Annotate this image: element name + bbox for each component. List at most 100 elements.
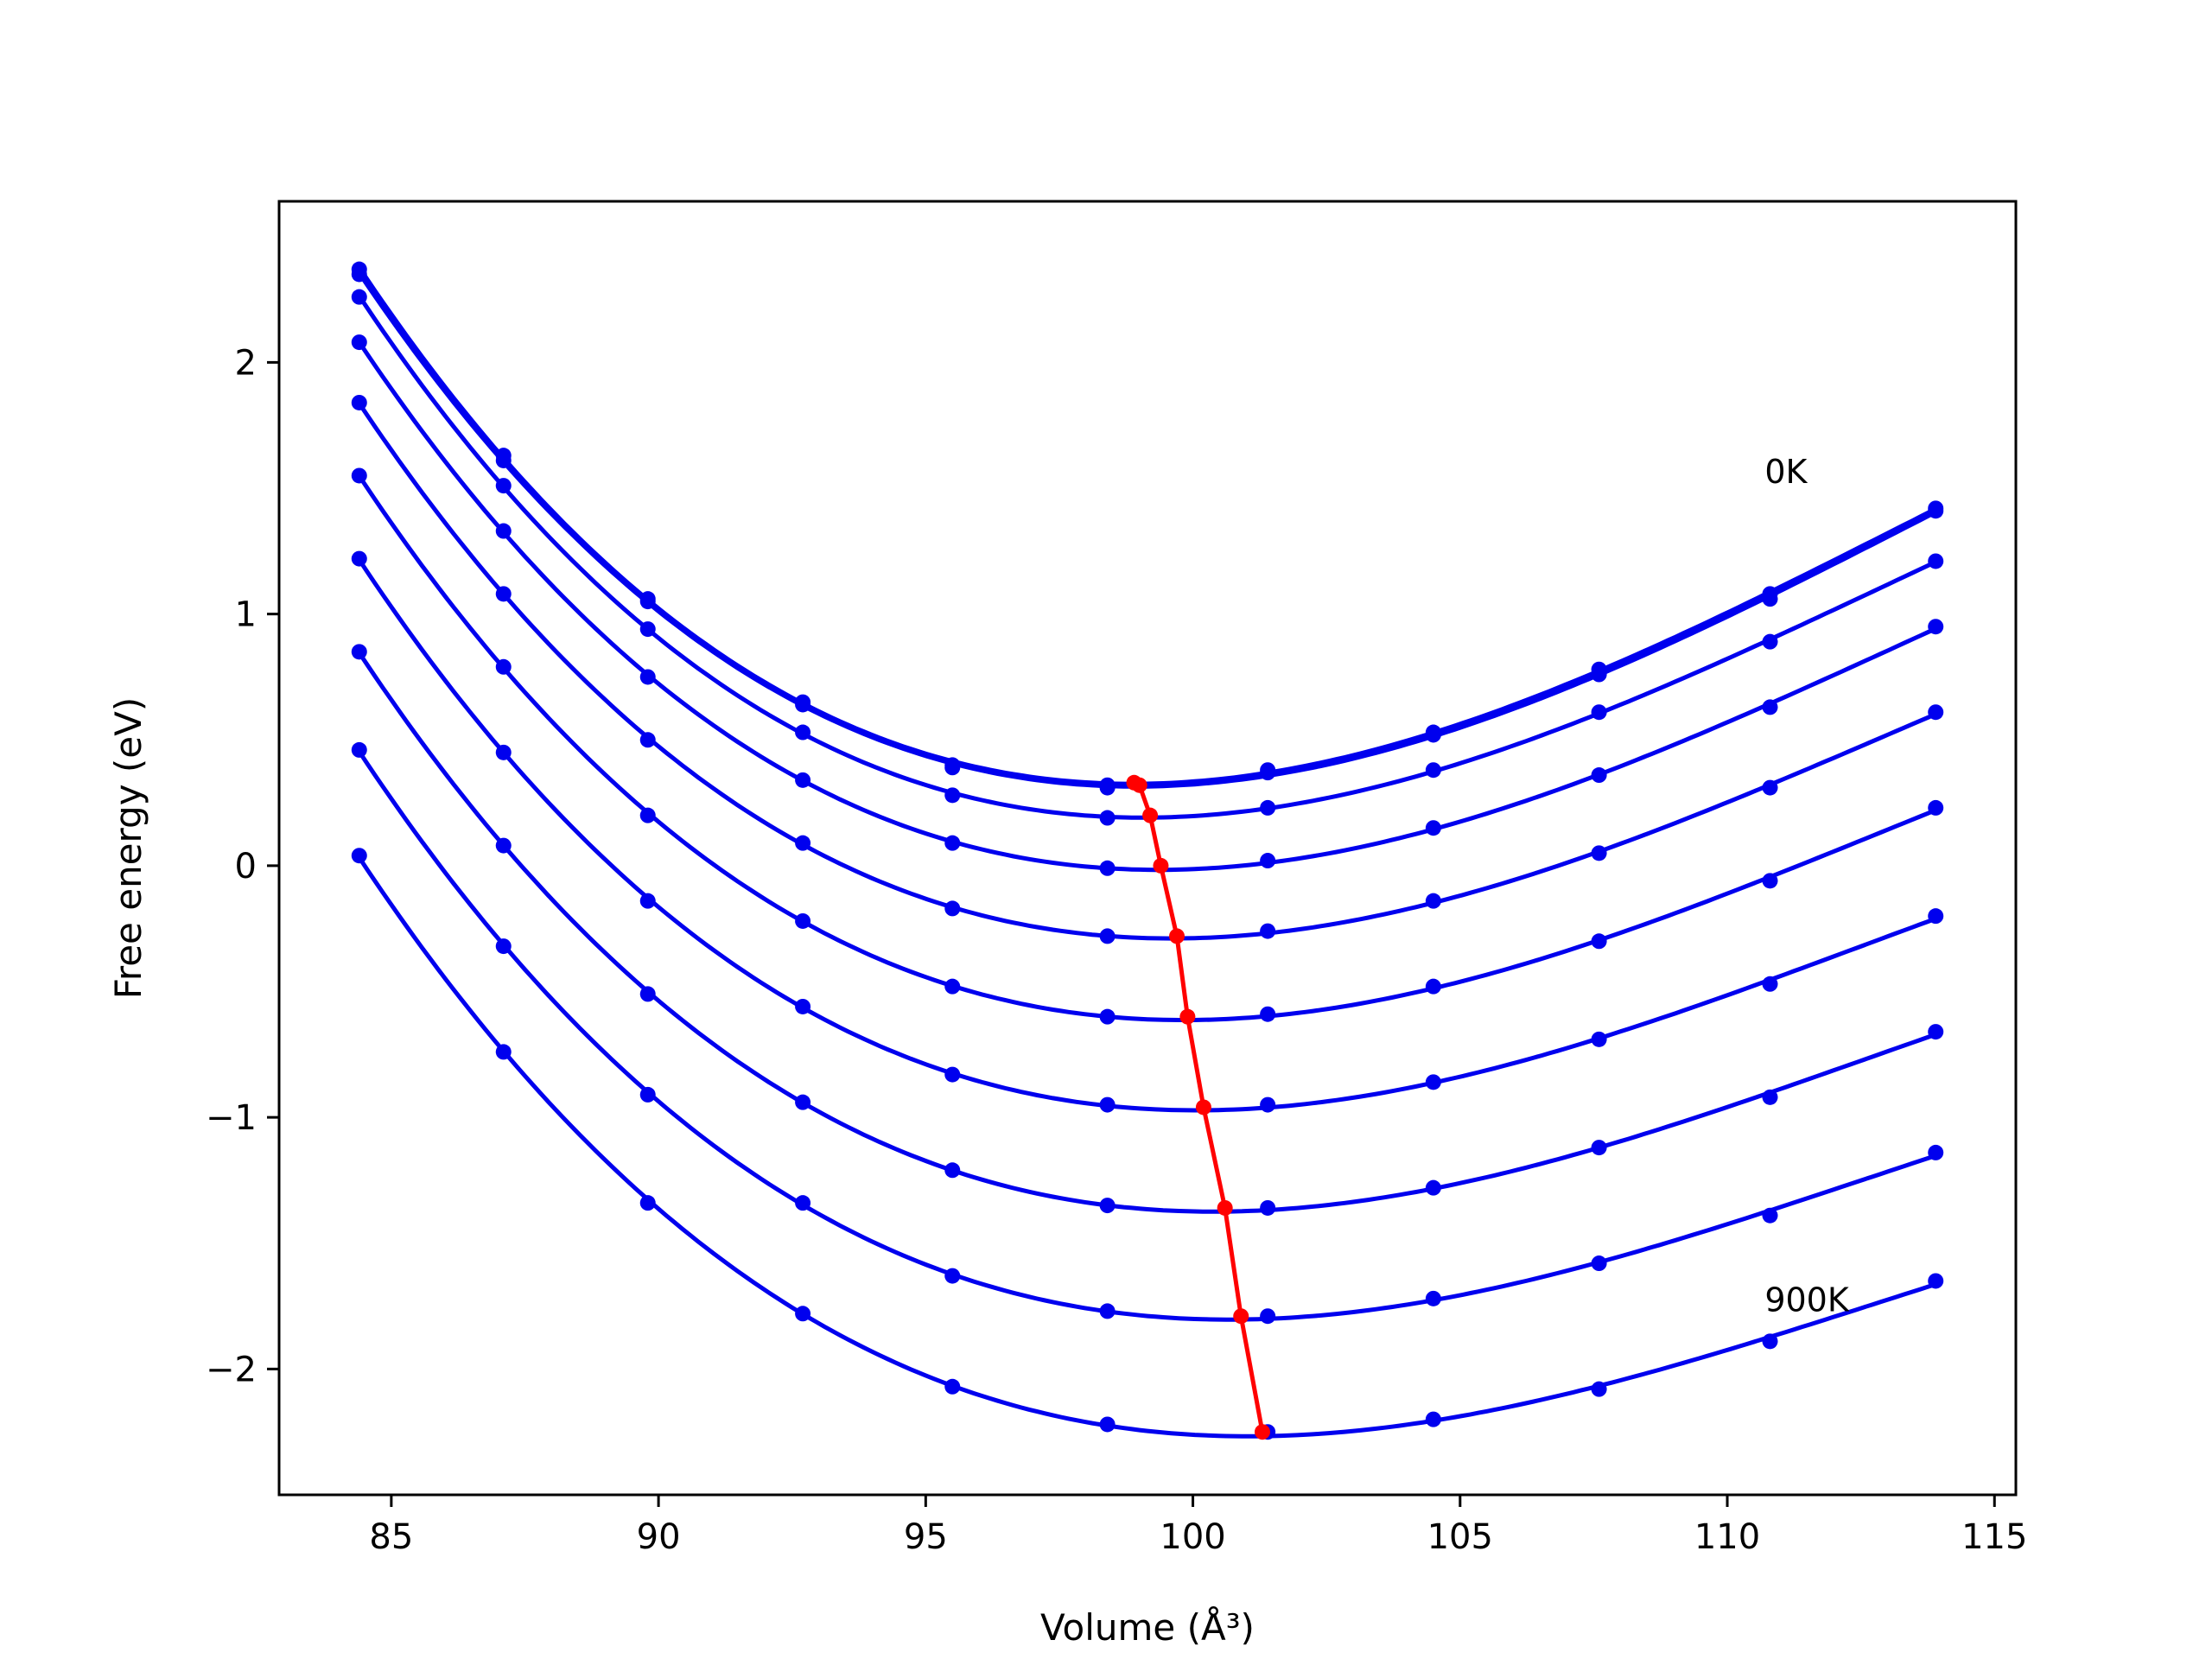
data-point bbox=[1260, 765, 1276, 781]
x-tick-label: 95 bbox=[904, 1517, 948, 1557]
data-point bbox=[1099, 1198, 1116, 1214]
data-point bbox=[944, 835, 961, 851]
data-point bbox=[1260, 1199, 1276, 1216]
data-point bbox=[351, 741, 367, 758]
y-axis: −2 −1 0 1 2 bbox=[206, 343, 279, 1389]
annotation-label: 0K bbox=[1764, 453, 1808, 491]
data-point bbox=[944, 978, 961, 995]
data-point bbox=[639, 986, 656, 1002]
minimum-point bbox=[1169, 928, 1185, 944]
data-point bbox=[1099, 1416, 1116, 1433]
minimum-point bbox=[1233, 1308, 1249, 1325]
data-point bbox=[1099, 1096, 1116, 1113]
data-point bbox=[1260, 1006, 1276, 1022]
data-point bbox=[1762, 779, 1778, 796]
data-point bbox=[1099, 928, 1116, 944]
y-tick-label: −1 bbox=[206, 1098, 257, 1138]
series-line-6 bbox=[357, 558, 1937, 1113]
data-point bbox=[1591, 1381, 1607, 1397]
plot-frame bbox=[277, 200, 2018, 1497]
minima-line bbox=[1133, 780, 1265, 1433]
data-point bbox=[1260, 923, 1276, 939]
data-point bbox=[1928, 619, 1944, 635]
data-point bbox=[1591, 666, 1607, 683]
series-line-0 bbox=[357, 266, 1937, 786]
data-point bbox=[351, 644, 367, 660]
y-axis-label: Free energy (eV) bbox=[107, 697, 149, 1000]
data-point bbox=[1099, 810, 1116, 826]
x-tick-label: 110 bbox=[1694, 1517, 1760, 1557]
data-point bbox=[1762, 591, 1778, 607]
data-point bbox=[1260, 1096, 1276, 1113]
data-point bbox=[1591, 1140, 1607, 1156]
data-point bbox=[495, 744, 512, 760]
data-point bbox=[795, 1094, 811, 1110]
data-point bbox=[639, 1086, 656, 1103]
data-point bbox=[795, 696, 811, 713]
data-point bbox=[1928, 704, 1944, 721]
minimum-point bbox=[1131, 777, 1147, 793]
data-point bbox=[639, 669, 656, 685]
data-point bbox=[351, 467, 367, 484]
data-point bbox=[1425, 893, 1441, 909]
data-point bbox=[1425, 1074, 1441, 1090]
curves-layer bbox=[357, 266, 1937, 1439]
minimum-point bbox=[1179, 1008, 1196, 1025]
minimum-point bbox=[1195, 1099, 1211, 1116]
y-tick-label: 1 bbox=[235, 595, 257, 635]
data-point bbox=[1591, 767, 1607, 784]
data-point bbox=[944, 1066, 961, 1083]
data-point bbox=[1762, 1089, 1778, 1105]
x-axis: 85 90 95 100 105 110 115 bbox=[369, 1495, 2027, 1557]
data-point bbox=[1762, 873, 1778, 889]
data-point bbox=[351, 266, 367, 283]
data-point bbox=[1928, 1144, 1944, 1160]
data-point bbox=[1591, 704, 1607, 721]
data-point bbox=[1762, 1333, 1778, 1350]
minima-layer bbox=[1126, 774, 1270, 1440]
data-point bbox=[495, 837, 512, 854]
data-point bbox=[1762, 1207, 1778, 1224]
data-point bbox=[1591, 1255, 1607, 1272]
data-point bbox=[795, 772, 811, 788]
data-point bbox=[1099, 1303, 1116, 1319]
data-point bbox=[944, 760, 961, 776]
data-point bbox=[944, 1378, 961, 1395]
data-point bbox=[944, 787, 961, 804]
x-axis-label: Volume (Å³) bbox=[1040, 1605, 1255, 1649]
data-point bbox=[495, 586, 512, 602]
data-point bbox=[639, 621, 656, 638]
data-point bbox=[351, 550, 367, 567]
series-line-1 bbox=[357, 271, 1937, 789]
data-point bbox=[795, 724, 811, 741]
data-point bbox=[639, 1195, 656, 1211]
data-point bbox=[1928, 553, 1944, 569]
x-tick-label: 100 bbox=[1160, 1517, 1225, 1557]
data-point bbox=[1425, 1411, 1441, 1427]
data-point bbox=[1928, 908, 1944, 925]
series-line-4 bbox=[357, 402, 1937, 941]
annotation-label: 900K bbox=[1764, 1281, 1850, 1319]
data-point bbox=[639, 732, 656, 748]
series-line-3 bbox=[357, 340, 1937, 873]
data-point bbox=[1099, 860, 1116, 876]
data-point bbox=[1928, 799, 1944, 816]
data-point bbox=[1425, 1179, 1441, 1196]
minimum-point bbox=[1217, 1199, 1233, 1216]
data-point bbox=[1099, 1008, 1116, 1025]
data-point bbox=[1260, 1308, 1276, 1325]
data-point bbox=[1591, 933, 1607, 950]
data-point bbox=[944, 1162, 961, 1179]
series-line-9 bbox=[357, 856, 1936, 1439]
minimum-point bbox=[1142, 807, 1159, 823]
x-tick-label: 85 bbox=[369, 1517, 413, 1557]
data-point bbox=[1762, 976, 1778, 992]
data-point bbox=[495, 523, 512, 539]
data-point bbox=[351, 848, 367, 864]
data-point bbox=[495, 478, 512, 494]
data-point bbox=[795, 1195, 811, 1211]
data-point bbox=[1425, 727, 1441, 743]
data-point bbox=[1425, 820, 1441, 836]
data-point bbox=[944, 900, 961, 917]
points-layer bbox=[351, 261, 1944, 1440]
